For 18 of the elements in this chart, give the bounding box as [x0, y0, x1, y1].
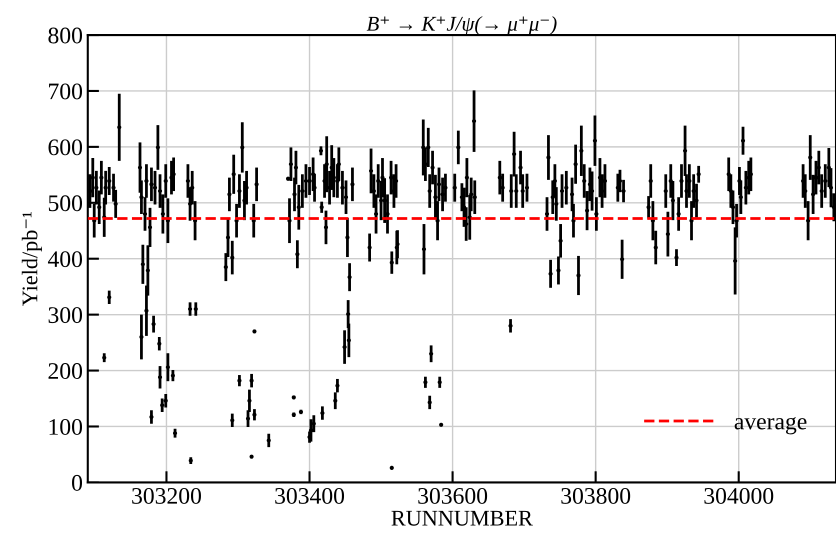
x-tick-label: 303400 [275, 488, 344, 504]
y-tick-label: 300 [48, 307, 82, 324]
y-tick-label: 700 [49, 83, 82, 100]
y-tick-label: 0 [72, 474, 82, 491]
y-tick-label: 400 [48, 251, 82, 268]
y-axis-title: Yield/pb⁻¹ [22, 212, 42, 306]
x-tick-label: 303200 [132, 488, 201, 504]
chart-title: B⁺ → K⁺J/ψ(→ μ⁺μ⁻) [366, 16, 557, 36]
x-tick-label: 303800 [561, 488, 630, 504]
y-tick-label: 500 [48, 195, 82, 212]
y-tick-label: 600 [48, 139, 82, 156]
x-axis-title: RUNNUMBER [392, 510, 533, 526]
y-tick-label: 800 [48, 28, 82, 44]
x-tick-label: 304000 [704, 488, 774, 504]
y-tick-label: 100 [50, 418, 82, 435]
y-tick-label: 200 [48, 363, 82, 379]
x-tick-label: 303600 [418, 488, 488, 504]
legend-label: average [734, 417, 806, 434]
